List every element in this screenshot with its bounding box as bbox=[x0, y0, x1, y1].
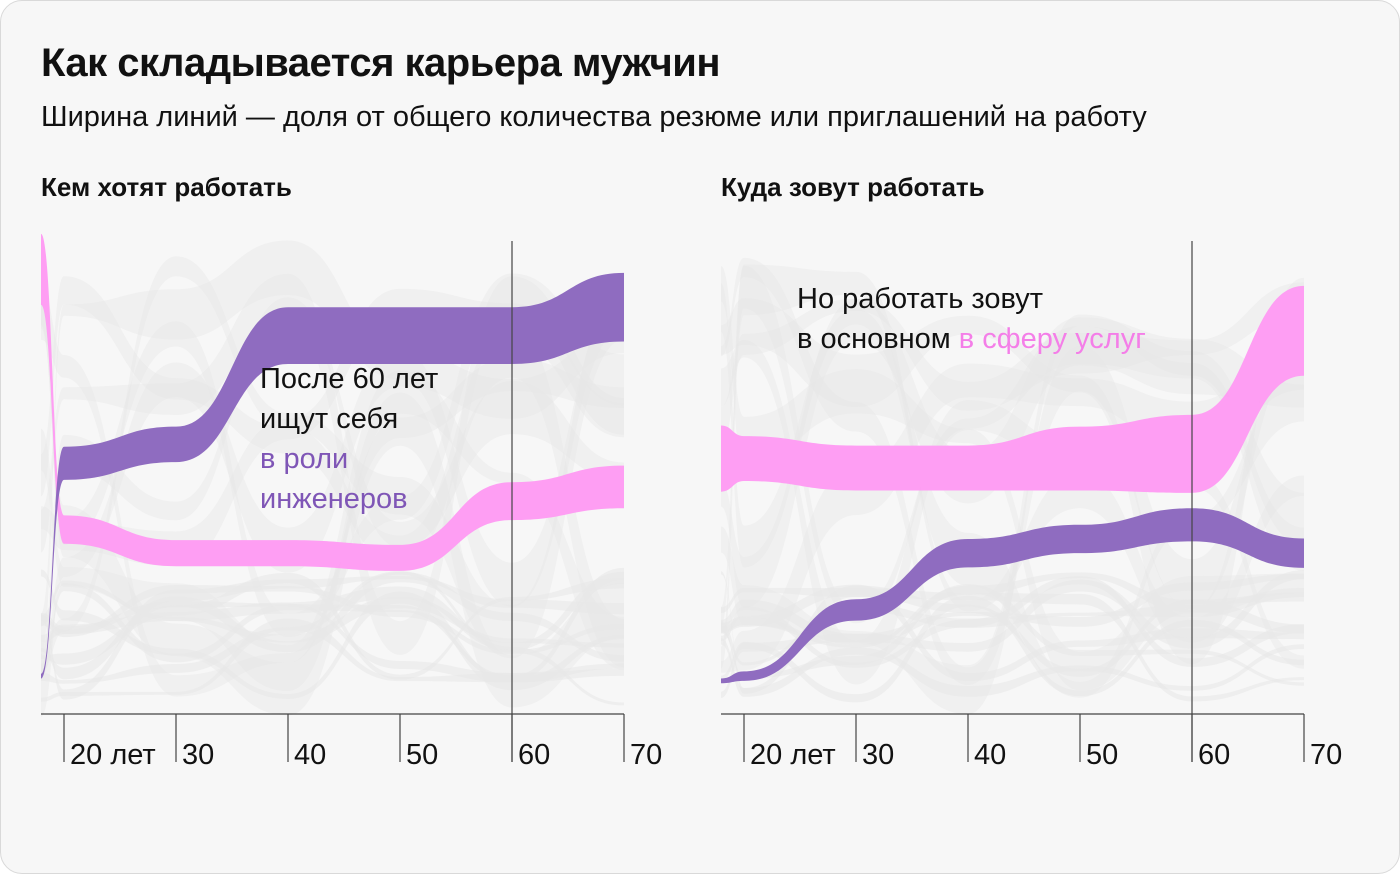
x-tick-label: 70 bbox=[1310, 739, 1342, 771]
background-flow bbox=[41, 618, 624, 702]
x-tick-label: 30 bbox=[862, 739, 894, 771]
annotation-highlight: в сферу услуг bbox=[959, 323, 1146, 355]
background-flow bbox=[41, 571, 624, 680]
highlight-flow-0 bbox=[721, 285, 1304, 493]
x-tick-label: 50 bbox=[406, 739, 438, 771]
annotation-line: После 60 лет bbox=[260, 363, 438, 395]
background-flow bbox=[721, 587, 1304, 702]
annotation-line: ищут себя bbox=[260, 403, 398, 435]
x-tick-label: 70 bbox=[630, 739, 662, 771]
background-flow bbox=[721, 572, 1304, 648]
background-flow bbox=[41, 332, 624, 717]
background-flow bbox=[41, 569, 624, 699]
background-flow bbox=[721, 584, 1304, 682]
x-tick-label: 40 bbox=[974, 739, 1006, 771]
chart-title: Как складывается карьера мужчин bbox=[41, 41, 721, 85]
x-tick-label: 20 лет bbox=[750, 739, 836, 771]
background-flow bbox=[721, 266, 1304, 691]
x-tick-label: 60 bbox=[1198, 739, 1230, 771]
chart-subtitle: Ширина линий — доля от общего количества… bbox=[41, 101, 1147, 133]
highlight-flow-1 bbox=[41, 272, 624, 679]
background-flow bbox=[721, 573, 1304, 645]
annotation-highlight: инженеров bbox=[260, 483, 408, 515]
x-tick-label: 20 лет bbox=[70, 739, 156, 771]
panel-title-left: Кем хотят работать bbox=[41, 172, 292, 202]
annotation-line: в основном в сферу услуг bbox=[797, 323, 1146, 355]
panel-0: 20 лет 30 40 50 60 70 После 60 лет ищут себя в р… bbox=[41, 233, 662, 771]
background-flow bbox=[721, 264, 1304, 669]
highlight-flow-0 bbox=[41, 233, 624, 571]
background-flow bbox=[41, 273, 624, 655]
x-tick-label: 60 bbox=[518, 739, 550, 771]
highlight-flow-1 bbox=[721, 508, 1304, 684]
x-tick-label: 50 bbox=[1086, 739, 1118, 771]
background-flow bbox=[41, 276, 624, 668]
background-flow bbox=[721, 257, 1304, 686]
background-flow bbox=[41, 297, 624, 677]
background-flow bbox=[41, 571, 624, 706]
annotation-highlight: в роли bbox=[260, 443, 348, 475]
x-tick-label: 30 bbox=[182, 739, 214, 771]
background-flow bbox=[41, 287, 624, 697]
x-tick-label: 40 bbox=[294, 739, 326, 771]
background-flow bbox=[721, 277, 1304, 665]
background-flow bbox=[721, 584, 1304, 686]
panel-title-right: Куда зовут работать bbox=[721, 172, 985, 202]
background-flow bbox=[721, 638, 1304, 697]
annotation-line: Но работать зовут bbox=[797, 283, 1043, 315]
background-flow bbox=[41, 240, 624, 656]
panel-1: 20 лет 30 40 50 60 70 Но работать зовут в основ… bbox=[721, 241, 1342, 771]
background-flow bbox=[41, 584, 624, 655]
